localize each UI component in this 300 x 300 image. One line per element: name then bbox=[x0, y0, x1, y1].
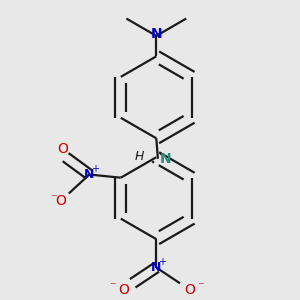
Text: ⁻: ⁻ bbox=[50, 193, 56, 206]
Text: N: N bbox=[151, 261, 161, 274]
Text: +: + bbox=[158, 257, 166, 267]
Text: +: + bbox=[91, 164, 99, 174]
Text: O: O bbox=[57, 142, 68, 156]
Text: O: O bbox=[184, 283, 195, 297]
Text: ⁻: ⁻ bbox=[197, 280, 204, 293]
Text: ⁻: ⁻ bbox=[109, 280, 116, 293]
Text: N: N bbox=[151, 27, 162, 41]
Text: N: N bbox=[84, 168, 94, 181]
Text: N: N bbox=[160, 152, 171, 166]
Text: H: H bbox=[135, 150, 144, 163]
Text: O: O bbox=[118, 283, 129, 297]
Text: O: O bbox=[56, 194, 66, 208]
